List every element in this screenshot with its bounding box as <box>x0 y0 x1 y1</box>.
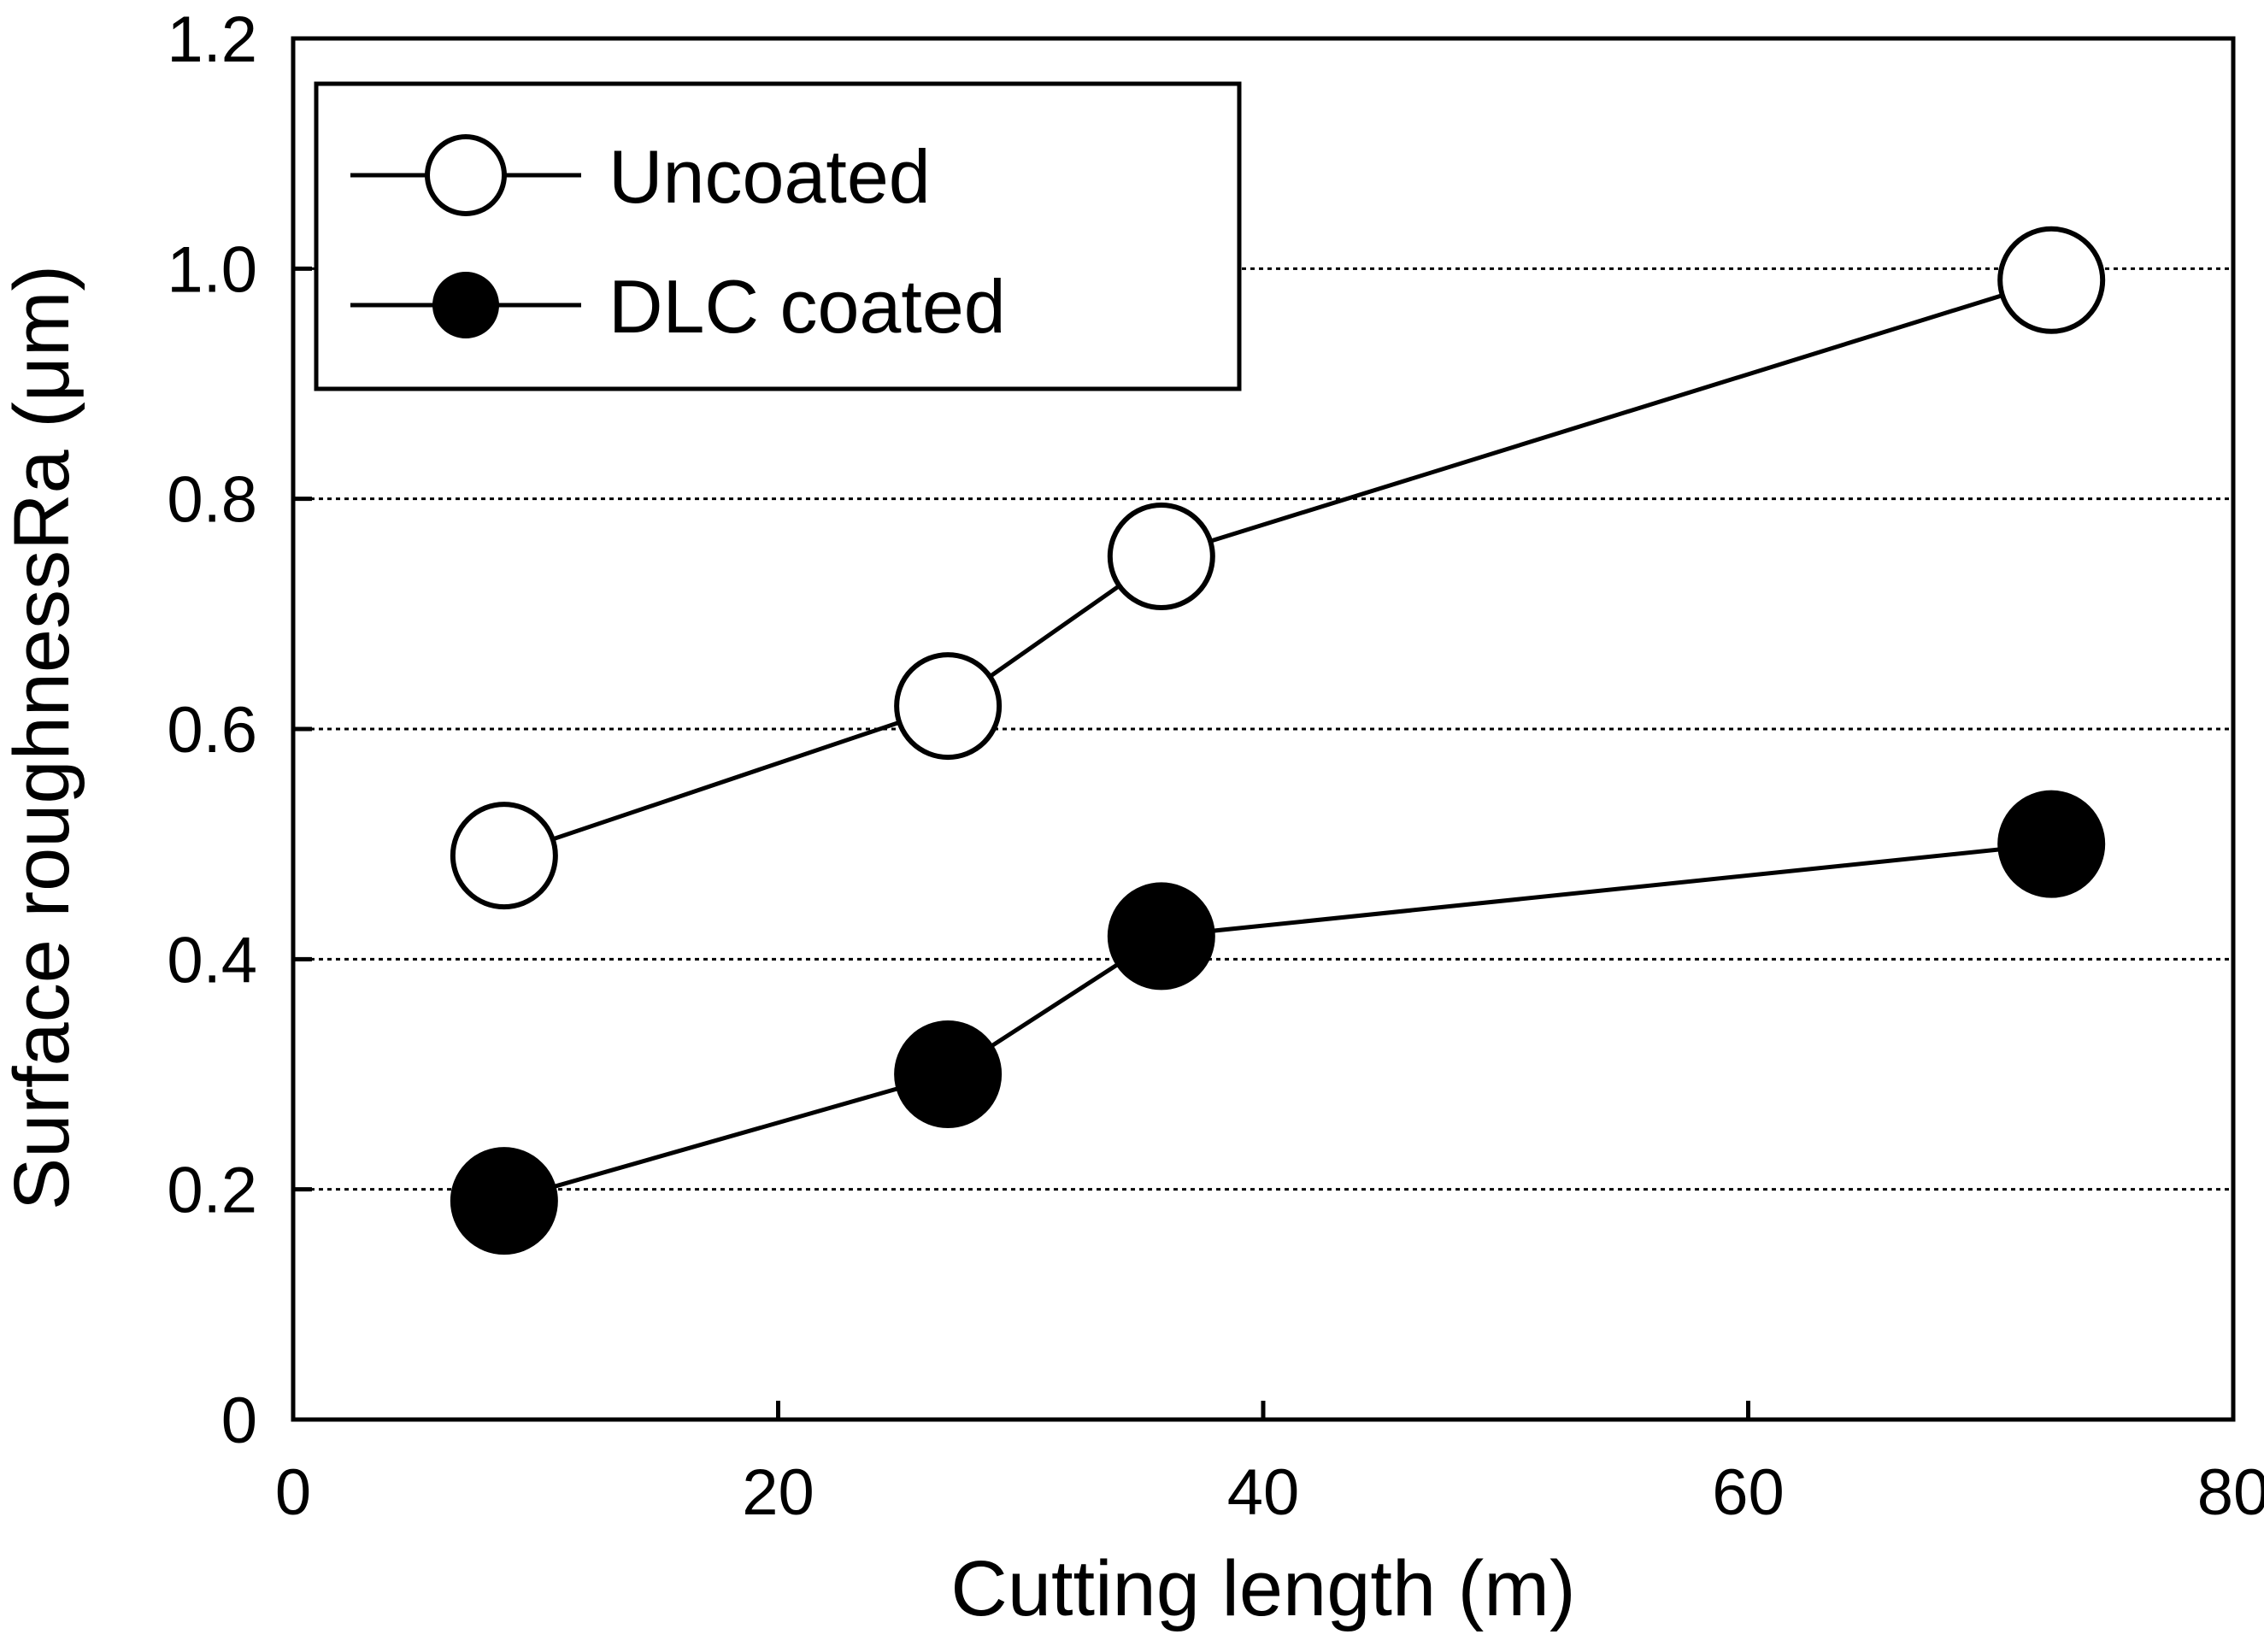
series-line <box>503 278 2052 858</box>
x-tick-label: 60 <box>1712 1456 1785 1529</box>
x-tick-label: 40 <box>1227 1456 1300 1529</box>
data-point-filled <box>450 1147 558 1255</box>
data-point-open <box>450 802 558 910</box>
data-point-filled <box>1997 790 2106 898</box>
y-tick-label: 1.0 <box>167 233 257 306</box>
legend-label: Uncoated <box>609 134 931 219</box>
gridlines <box>293 267 2233 1191</box>
axis-ticks: 0 0.2 0.4 0.6 0.8 1.0 1.2 0 20 40 60 80 <box>167 3 2264 1529</box>
y-tick-label: 0 <box>221 1385 257 1457</box>
y-tick-label: 1.2 <box>167 3 257 76</box>
x-tick-label: 0 <box>275 1456 311 1529</box>
data-point-open <box>1997 226 2106 334</box>
data-point-filled <box>1107 882 1215 991</box>
y-axis-title: Surface roughnessRa (μm) <box>0 265 85 1210</box>
series-1 <box>450 790 2106 1255</box>
x-axis-title: Cutting length (m) <box>950 1545 1575 1632</box>
legend-label: DLC coated <box>609 264 1006 349</box>
y-tick-label: 0.6 <box>167 694 257 767</box>
data-point-filled <box>894 1020 1003 1128</box>
y-tick-label: 0.4 <box>167 924 257 996</box>
y-tick-label: 0.8 <box>167 464 257 537</box>
x-tick-label: 80 <box>2197 1456 2264 1529</box>
y-tick-label: 0.2 <box>167 1155 257 1227</box>
legend-marker <box>432 272 499 338</box>
data-point-open <box>894 652 1003 761</box>
x-tick-label: 20 <box>742 1456 814 1529</box>
series-line <box>503 842 2052 1203</box>
legend: Uncoated DLC coated <box>314 81 1242 391</box>
plot-frame <box>291 36 2236 1422</box>
data-point-open <box>1107 503 1215 610</box>
series-0 <box>450 226 2106 910</box>
legend-marker <box>425 134 507 216</box>
data-series <box>450 226 2106 1255</box>
